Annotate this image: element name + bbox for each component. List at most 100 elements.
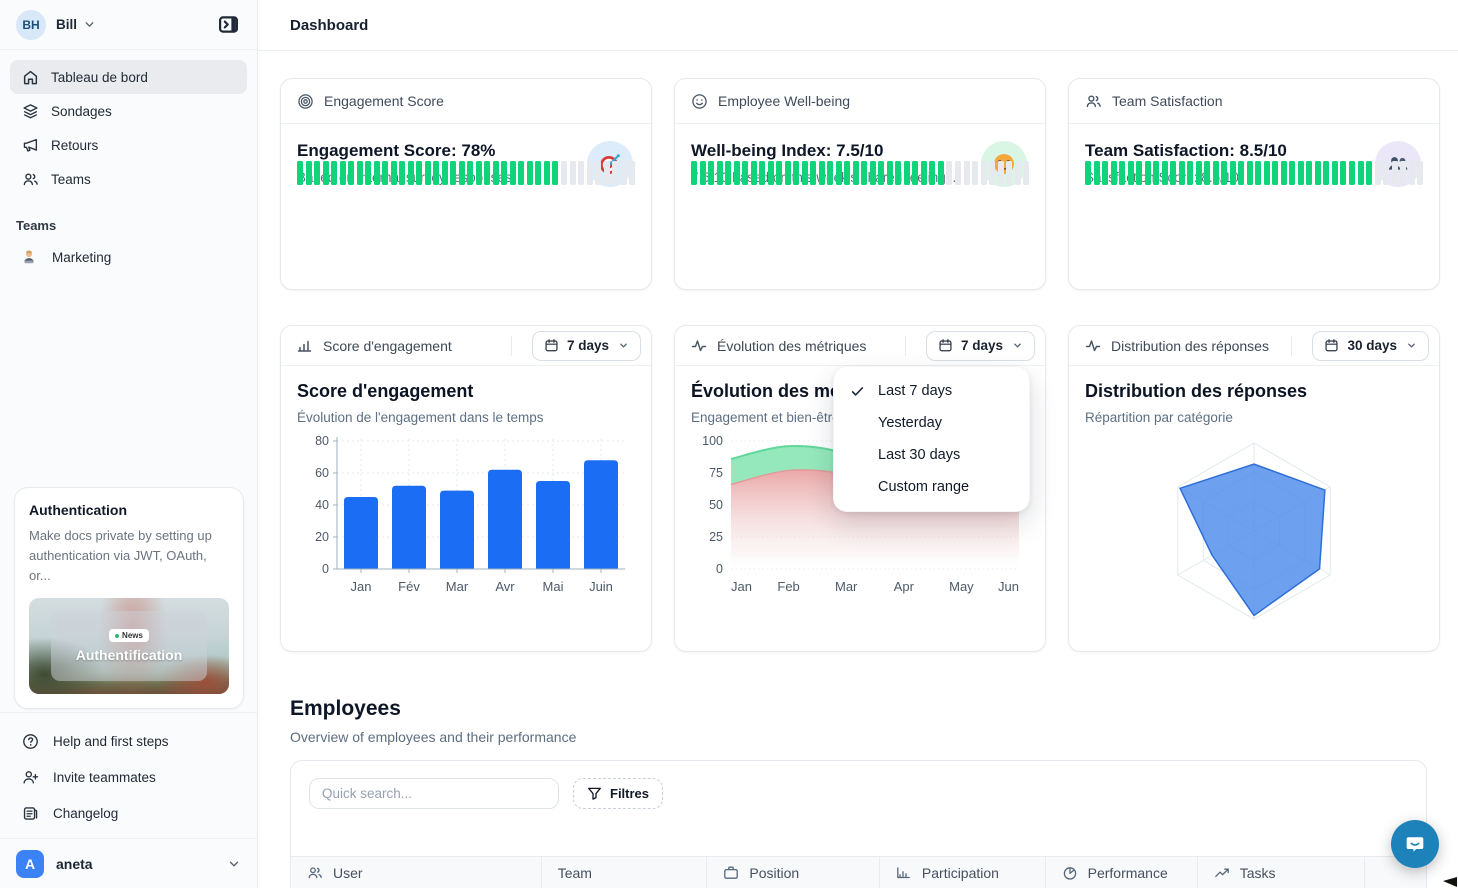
progress-segment (861, 161, 868, 185)
sidebar-item-retours[interactable]: Retours (10, 128, 247, 162)
sidebar-item-label: Retours (51, 137, 99, 153)
workspace-name: aneta (56, 855, 93, 872)
progress-segment (1153, 161, 1160, 185)
date-range-button[interactable]: 7 days (925, 330, 1035, 361)
wellbeing-progress-bar (691, 161, 1030, 185)
progress-segment (844, 161, 851, 185)
column-header-user[interactable]: User (291, 857, 541, 888)
chevron-down-icon (618, 340, 629, 351)
chart-card-header: Évolution des métriques 7 days (675, 326, 1045, 366)
sidebar-section-teams: Teams (16, 218, 57, 233)
help-circle-icon (22, 733, 39, 750)
progress-segment (1110, 161, 1117, 185)
workspace-switcher[interactable]: A aneta (0, 838, 257, 888)
date-range-label: 30 days (1347, 338, 1397, 353)
column-header-participation[interactable]: Participation (878, 857, 1045, 888)
progress-segment (1331, 161, 1338, 185)
sidebar-item-invite[interactable]: Invite teammates (8, 759, 249, 795)
progress-segment (1391, 161, 1398, 185)
progress-segment (1093, 161, 1100, 185)
page-title: Dashboard (290, 16, 369, 34)
stat-card-header: Engagement Score (281, 79, 651, 124)
progress-segment (595, 161, 602, 185)
svg-text:80: 80 (315, 434, 329, 448)
sidebar-user-row: BH Bill (0, 0, 257, 50)
svg-text:Jan: Jan (731, 579, 752, 594)
progress-segment (1408, 161, 1415, 185)
sidebar-collapse-button[interactable] (213, 10, 243, 40)
progress-segment (365, 161, 372, 185)
footer-item-label: Invite teammates (53, 769, 156, 785)
column-header-label: Performance (1087, 865, 1168, 881)
svg-text:Fév: Fév (398, 579, 420, 594)
column-header-label: Team (557, 865, 592, 881)
progress-segment (835, 161, 842, 185)
sidebar-item-tableau-de-bord[interactable]: Tableau de bord (10, 60, 247, 94)
progress-segment (518, 161, 525, 185)
stat-headline: Engagement Score: 78% (297, 141, 496, 160)
date-range-button[interactable]: 30 days (1312, 330, 1429, 361)
engagement-progress-bar (297, 161, 636, 185)
filters-button[interactable]: Filtres (573, 778, 664, 809)
menu-item-yesterday[interactable]: Yesterday (834, 407, 1029, 439)
chevron-down-icon[interactable] (83, 18, 96, 31)
menu-item-custom-range[interactable]: Custom range (834, 471, 1029, 503)
user-avatar[interactable]: BH (16, 9, 46, 40)
stat-headline: Well-being Index: 7.5/10 (691, 141, 884, 160)
chart-header-label: Distribution des réponses (1111, 337, 1269, 354)
sidebar-item-teams[interactable]: Teams (10, 162, 247, 196)
svg-text:Mai: Mai (543, 579, 564, 594)
progress-segment (716, 161, 723, 185)
progress-segment (733, 161, 740, 185)
date-range-menu: Last 7 days Yesterday Last 30 days Custo… (833, 366, 1030, 512)
stat-header-label: Employee Well-being (718, 93, 851, 109)
progress-segment (767, 161, 774, 185)
progress-segment (509, 161, 516, 185)
progress-segment (699, 161, 706, 185)
pie-chart-icon (1062, 865, 1078, 881)
progress-segment (560, 161, 567, 185)
progress-segment (1255, 161, 1262, 185)
column-header-team[interactable]: Team (540, 857, 707, 888)
sidebar-item-sondages[interactable]: Sondages (10, 94, 247, 128)
progress-segment (620, 161, 627, 185)
employees-section-subtitle: Overview of employees and their performa… (290, 729, 577, 745)
sidebar-item-help[interactable]: Help and first steps (8, 723, 249, 759)
sidebar-item-marketing[interactable]: Marketing (0, 239, 257, 275)
promo-card-authentication[interactable]: Authentication Make docs private by sett… (14, 487, 244, 710)
chart-card-header: Distribution des réponses 30 days (1069, 326, 1439, 366)
stat-header-label: Team Satisfaction (1112, 93, 1223, 109)
menu-item-last-30-days[interactable]: Last 30 days (834, 439, 1029, 471)
sidebar-item-changelog[interactable]: Changelog (8, 795, 249, 831)
date-range-button[interactable]: 7 days (531, 330, 641, 361)
promo-title: Authentication (29, 502, 127, 518)
progress-segment (390, 161, 397, 185)
workspace-avatar: A (16, 849, 44, 878)
progress-segment (827, 161, 834, 185)
engagement-bar-chart: 0 20 40 60 80 Jan Fév Mar Avr Mai Juin (315, 434, 625, 594)
progress-segment (980, 161, 987, 185)
column-header-performance[interactable]: Performance (1044, 857, 1197, 888)
svg-text:0: 0 (716, 562, 723, 576)
activity-icon (1085, 338, 1101, 354)
stat-card-wellbeing: Employee Well-being Well-being Index: 7.… (674, 78, 1046, 290)
chevron-down-icon (1406, 340, 1417, 351)
progress-segment (929, 161, 936, 185)
search-input[interactable] (309, 778, 559, 809)
chat-launcher-button[interactable] (1391, 820, 1439, 868)
menu-item-last-7-days[interactable]: Last 7 days (834, 375, 1029, 407)
column-header-position[interactable]: Position (706, 857, 879, 888)
users-icon (1085, 93, 1102, 110)
column-header-tasks[interactable]: Tasks (1196, 857, 1364, 888)
svg-text:Mar: Mar (446, 579, 469, 594)
progress-segment (458, 161, 465, 185)
distribution-radar-chart (1177, 442, 1331, 620)
activity-icon (691, 338, 707, 354)
promo-image[interactable]: News Authentification (29, 598, 229, 695)
progress-segment (1085, 161, 1092, 185)
calendar-icon (1324, 338, 1339, 353)
progress-segment (1238, 161, 1245, 185)
chart-card-header: Score d'engagement 7 days (281, 326, 651, 366)
progress-segment (1178, 161, 1185, 185)
user-name[interactable]: Bill (56, 17, 78, 32)
